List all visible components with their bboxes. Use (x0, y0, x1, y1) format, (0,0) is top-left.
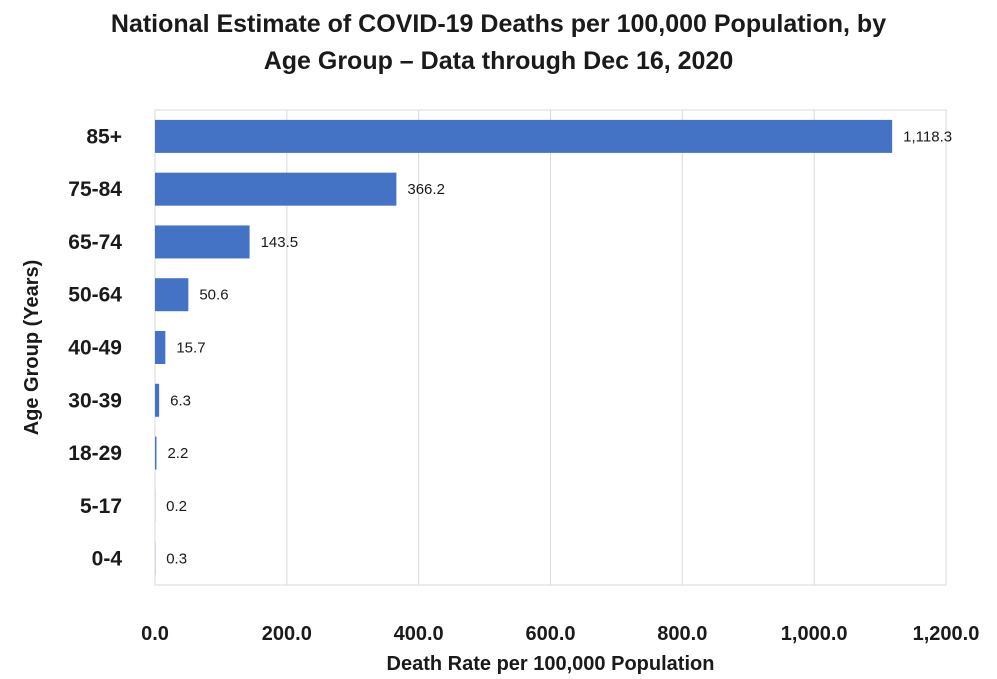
data-label: 143.5 (261, 234, 299, 251)
bar (155, 119, 893, 153)
y-tick-label: 18-29 (68, 442, 122, 465)
data-labels: 1,118.3 366.2 143.5 50.6 15.7 6.3 2.2 0.2 0.3 (166, 128, 952, 567)
chart-title-line-2: Age Group – Data through Dec 16, 2020 (263, 47, 734, 75)
data-label: 0.2 (166, 498, 187, 515)
y-axis-title: Age Group (Years) (21, 260, 43, 436)
x-tick-label: 800.0 (657, 623, 707, 645)
bar (155, 436, 157, 470)
data-label: 1,118.3 (903, 128, 952, 145)
y-tick-label: 50-64 (68, 284, 122, 307)
data-label: 50.6 (199, 287, 228, 304)
x-tick-label: 400.0 (394, 623, 444, 645)
y-tick-label: 5-17 (80, 495, 122, 518)
data-label: 2.2 (167, 445, 188, 462)
y-tick-label: 0-4 (92, 548, 123, 571)
y-tick-labels: 85+ 75-84 65-74 50-64 40-49 30-39 18-29 5-17 0-4 (68, 125, 122, 570)
bar (155, 172, 397, 206)
y-tick-label: 85+ (86, 125, 122, 148)
chart-title-line-1: National Estimate of COVID-19 Deaths per… (110, 10, 887, 38)
y-tick-label: 40-49 (68, 337, 122, 360)
x-tick-label: 200.0 (262, 623, 312, 645)
bar (155, 383, 160, 417)
x-axis-title: Death Rate per 100,000 Population (387, 653, 715, 675)
x-tick-labels: 0.0 200.0 400.0 600.0 800.0 1,000.0 1,200.0 (141, 623, 979, 645)
chart-title: National Estimate of COVID-19 Deaths per… (0, 6, 997, 80)
bars (155, 119, 893, 576)
x-tick-label: 600.0 (525, 623, 575, 645)
x-tick-label: 1,200.0 (913, 623, 980, 645)
bar (155, 225, 250, 259)
x-tick-label: 0.0 (141, 623, 169, 645)
y-tick-label: 30-39 (68, 389, 122, 412)
y-tick-label: 75-84 (68, 178, 122, 201)
x-tick-label: 1,000.0 (781, 623, 848, 645)
y-tick-label: 65-74 (68, 231, 122, 254)
data-label: 366.2 (407, 181, 445, 198)
data-label: 0.3 (166, 551, 187, 568)
bar (155, 331, 166, 364)
bar (155, 278, 189, 312)
data-label: 6.3 (170, 392, 191, 409)
data-label: 15.7 (176, 340, 205, 357)
